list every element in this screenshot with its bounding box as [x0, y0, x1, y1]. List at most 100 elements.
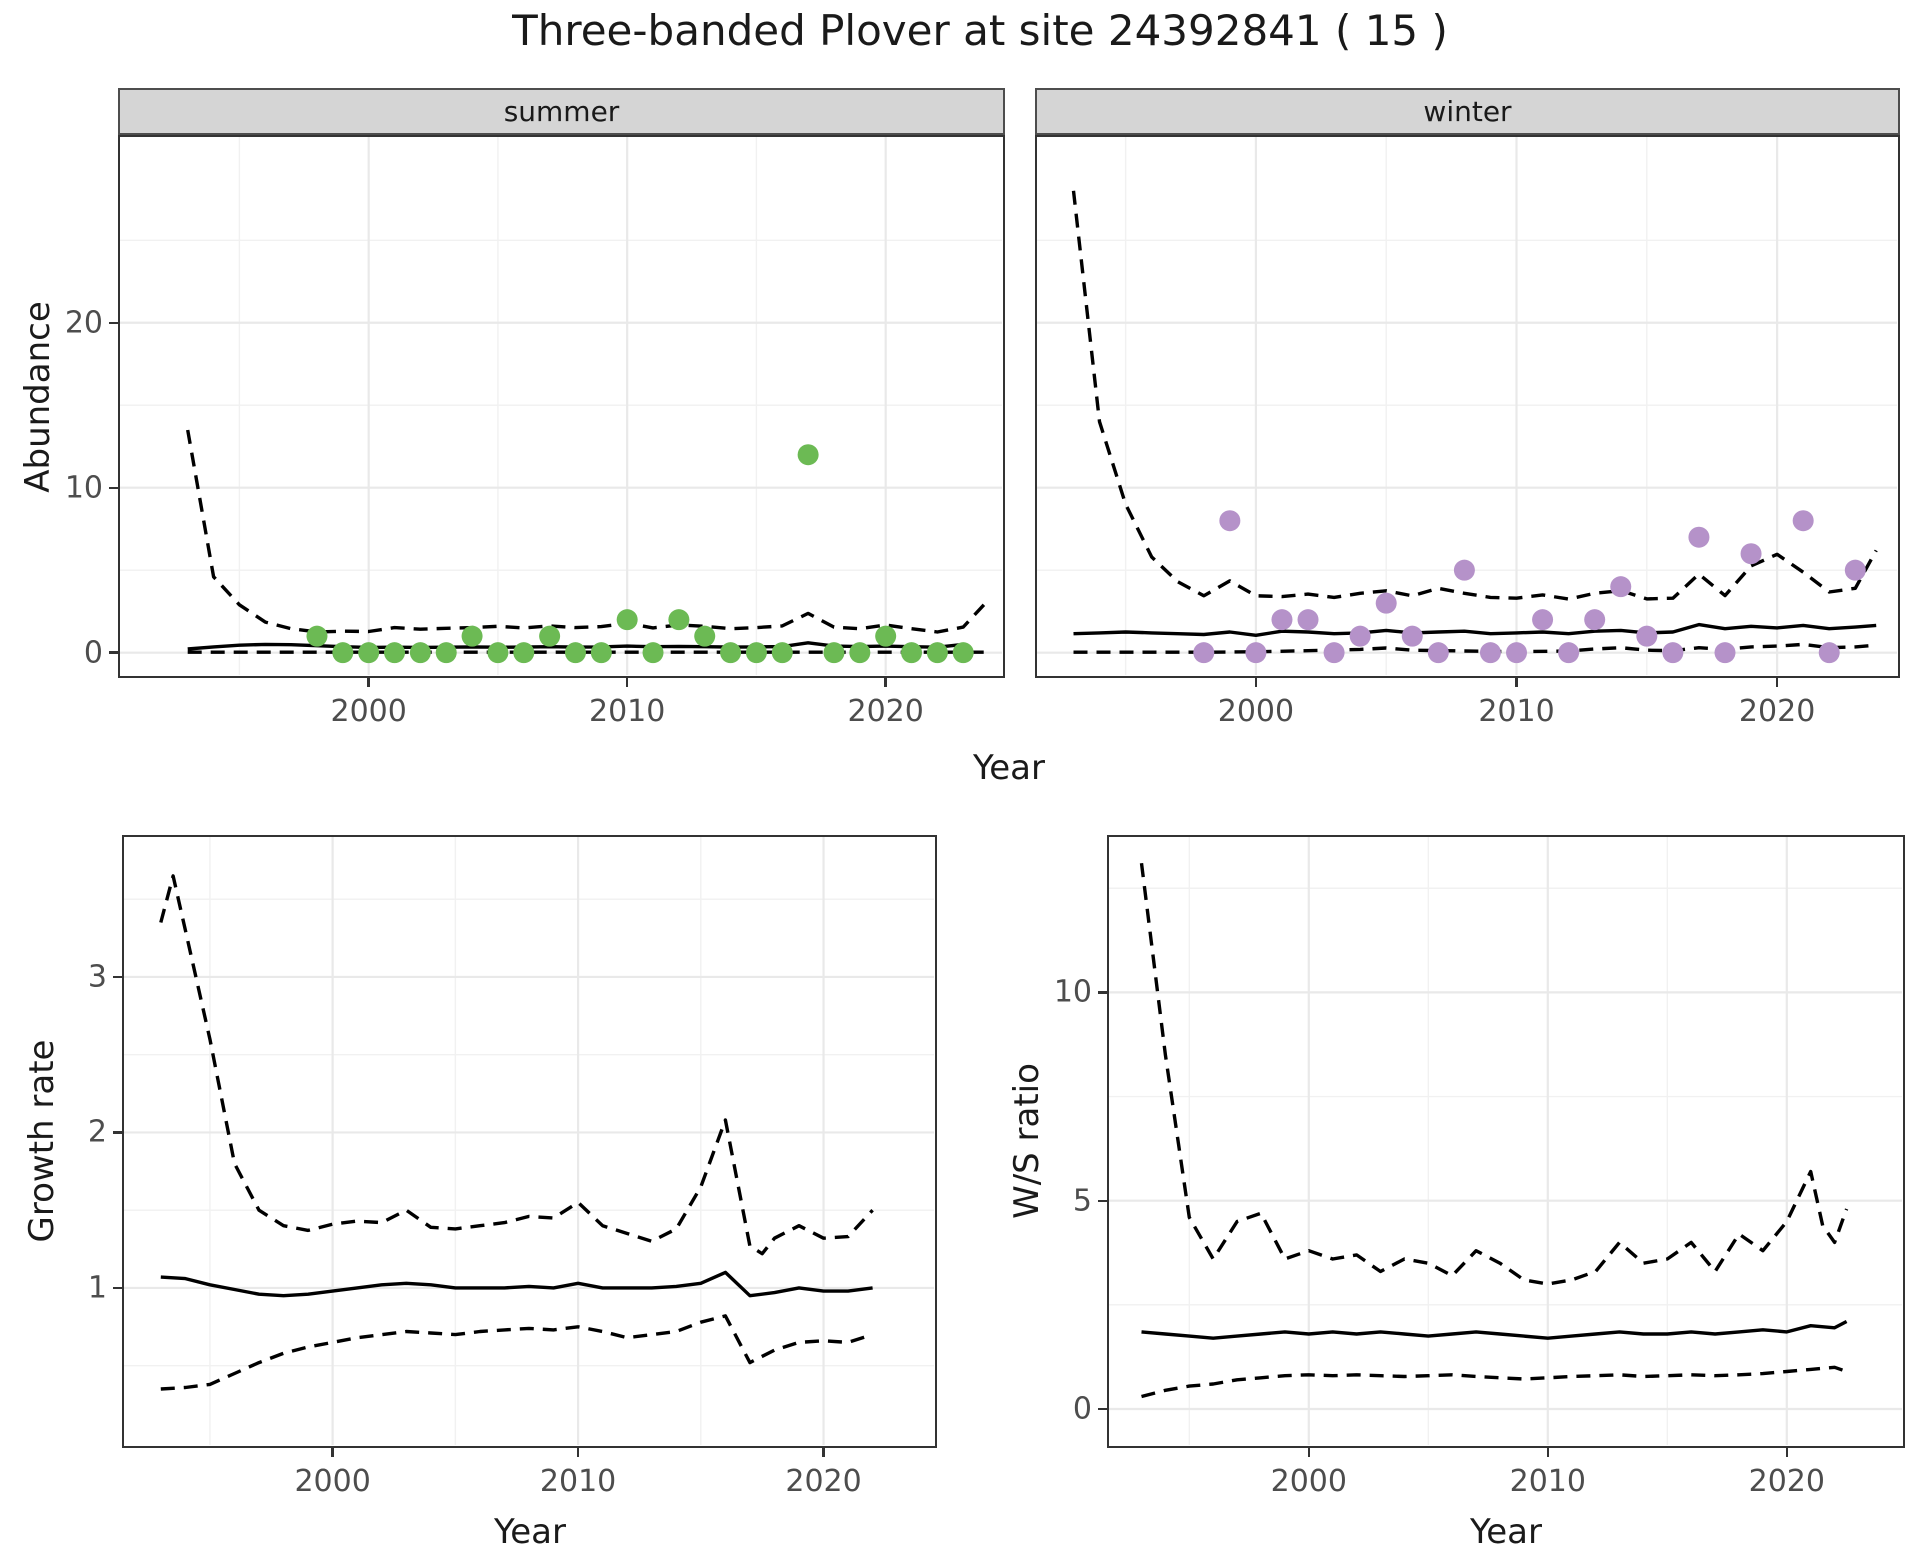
summer-data-point	[823, 642, 845, 664]
growth-x-tick-mark	[822, 1448, 825, 1457]
ws-x-tick-mark	[1785, 1448, 1789, 1457]
summer-data-point	[849, 642, 871, 664]
winter-data-point	[1688, 526, 1710, 548]
ws-x-tick-mark	[1307, 1448, 1311, 1457]
winter-x-tick-mark	[1515, 678, 1518, 687]
facet-strip-winter: winter	[1035, 88, 1900, 135]
ws-y-tick-label: 5	[1072, 1183, 1092, 1219]
growth-y-tick-label: 2	[87, 1114, 107, 1150]
summer-data-point	[564, 642, 586, 664]
ws-y-tick-label: 0	[1072, 1391, 1092, 1427]
year-axis-title-bottom-left: Year	[494, 1512, 566, 1552]
summer-data-point	[435, 642, 457, 664]
winter-data-point	[1558, 642, 1580, 664]
winter-data-point	[1506, 642, 1528, 664]
winter-data-point	[1636, 625, 1658, 647]
winter-data-point	[1219, 510, 1241, 532]
summer-data-point	[926, 642, 948, 664]
winter-data-point	[1844, 559, 1866, 581]
summer-data-point	[358, 642, 380, 664]
growth-x-tick-label: 2020	[785, 1464, 862, 1499]
summer-data-point	[539, 625, 561, 647]
winter-data-point	[1375, 592, 1397, 614]
winter-data-point	[1193, 642, 1215, 664]
winter-data-point	[1453, 559, 1475, 581]
growth-x-tick-mark	[331, 1448, 334, 1457]
ws-x-tick-label: 2020	[1748, 1464, 1825, 1499]
ws-y-tick-mark	[1098, 1199, 1107, 1202]
facet-strip-winter-label: winter	[1423, 95, 1512, 128]
facet-strip-summer: summer	[118, 88, 1005, 135]
summer-abundance-chart	[120, 137, 1002, 675]
winter-data-point	[1662, 642, 1684, 664]
growth-x-tick-label: 2000	[294, 1464, 371, 1499]
winter-x-tick-mark	[1775, 678, 1779, 687]
ws-ratio-panel	[1107, 835, 1905, 1448]
summer-data-point	[306, 625, 328, 647]
winter-x-tick-label: 2000	[1217, 694, 1295, 729]
winter-data-point	[1401, 625, 1423, 647]
growth-rate-panel	[122, 835, 937, 1448]
summer-data-point	[720, 642, 742, 664]
winter-data-point	[1245, 642, 1267, 664]
summer-data-point	[797, 444, 819, 466]
winter-data-point	[1532, 609, 1554, 631]
year-axis-title-bottom-right: Year	[1470, 1512, 1542, 1552]
summer-data-point	[875, 625, 897, 647]
summer-data-point	[642, 642, 664, 664]
page-title: Three-banded Plover at site 24392841 ( 1…	[512, 6, 1448, 55]
ws-y-tick-label: 10	[1053, 974, 1092, 1010]
winter-data-point	[1427, 642, 1449, 664]
growth-y-tick-mark	[113, 1131, 122, 1134]
summer-abundance-panel	[118, 135, 1005, 678]
summer-x-tick-mark	[884, 678, 887, 687]
ws-x-tick-label: 2000	[1270, 1464, 1347, 1499]
summer-data-point	[332, 642, 354, 664]
winter-data-point	[1818, 642, 1840, 664]
winter-data-point	[1740, 543, 1762, 565]
ws-x-tick-mark	[1546, 1448, 1550, 1457]
summer-data-point	[901, 642, 923, 664]
ws-y-tick-mark	[1098, 991, 1107, 994]
winter-x-tick-label: 2020	[1738, 694, 1816, 729]
summer-data-point	[694, 625, 716, 647]
summer-data-point	[487, 642, 509, 664]
winter-data-point	[1297, 609, 1319, 631]
growth-y-tick-label: 3	[87, 959, 107, 995]
summer-y-tick-label: 10	[64, 470, 103, 506]
summer-data-point	[409, 642, 431, 664]
growth-x-tick-mark	[576, 1448, 580, 1457]
facet-strip-summer-label: summer	[503, 95, 620, 128]
winter-abundance-chart	[1037, 137, 1897, 675]
summer-data-point	[590, 642, 612, 664]
winter-data-point	[1271, 609, 1293, 631]
ws-y-tick-mark	[1098, 1407, 1107, 1411]
summer-x-tick-label: 2000	[330, 694, 407, 729]
ws-ratio-chart	[1109, 837, 1902, 1445]
winter-data-point	[1792, 510, 1814, 532]
summer-data-point	[745, 642, 767, 664]
winter-data-point	[1714, 642, 1736, 664]
ws-x-tick-label: 2010	[1509, 1464, 1586, 1499]
summer-x-tick-label: 2020	[847, 694, 924, 729]
summer-data-point	[771, 642, 793, 664]
summer-y-tick-label: 0	[83, 635, 103, 671]
summer-y-tick-label: 20	[64, 305, 103, 341]
summer-data-point	[384, 642, 406, 664]
winter-data-point	[1349, 625, 1371, 647]
summer-x-tick-label: 2010	[588, 694, 666, 729]
winter-data-point	[1323, 642, 1345, 664]
summer-data-point	[616, 609, 638, 631]
year-axis-title-top: Year	[973, 748, 1045, 788]
growth-rate-chart	[124, 837, 934, 1445]
winter-x-tick-mark	[1254, 678, 1258, 687]
winter-x-tick-label: 2010	[1478, 694, 1555, 729]
summer-data-point	[668, 609, 690, 631]
growth-y-tick-mark	[113, 1286, 122, 1290]
summer-data-point	[952, 642, 974, 664]
summer-y-tick-mark	[109, 486, 118, 489]
summer-data-point	[513, 642, 535, 664]
growth-y-tick-mark	[113, 975, 122, 979]
summer-y-tick-mark	[109, 321, 118, 325]
